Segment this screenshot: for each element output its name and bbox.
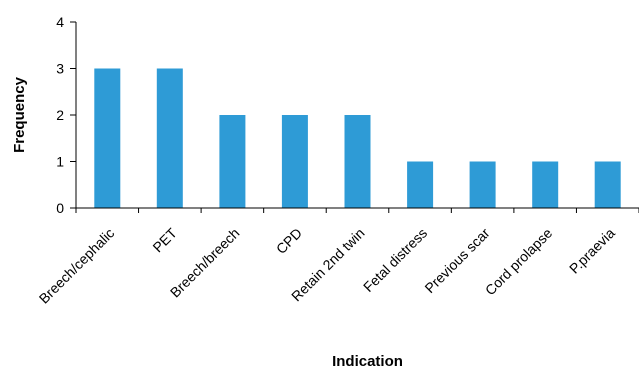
- bar-fetal-distress: [407, 161, 434, 208]
- x-axis-title: Indication: [332, 353, 403, 370]
- y-tick-label: 1: [56, 154, 64, 170]
- x-tick-label: P.praevia: [566, 225, 618, 277]
- x-tick-label: Fetal distress: [360, 225, 430, 295]
- y-tick-label: 2: [56, 107, 64, 123]
- bar-cpd: [281, 115, 308, 208]
- y-tick-label: 3: [56, 61, 64, 77]
- bar-p-praevia: [594, 161, 621, 208]
- bar-retain-2nd-twin: [344, 115, 371, 208]
- y-ticks-group: 0 1 2 3 4: [56, 14, 76, 216]
- bar-previous-scar: [469, 161, 496, 208]
- y-axis-title: Frequency: [11, 76, 28, 153]
- bar-cord-prolapse: [532, 161, 559, 208]
- bar-pet: [156, 68, 183, 208]
- y-tick-label: 4: [56, 14, 64, 30]
- bar-breech-breech: [219, 115, 246, 208]
- x-tick-label: PET: [149, 224, 180, 255]
- x-tick-label: Cord prolapse: [482, 225, 556, 299]
- x-tick-label: Breech/cephalic: [36, 225, 118, 307]
- bars-group: [94, 68, 621, 208]
- y-tick-label: 0: [56, 200, 64, 216]
- x-tick-label: CPD: [273, 225, 305, 257]
- bar-breech-cephalic: [94, 68, 121, 208]
